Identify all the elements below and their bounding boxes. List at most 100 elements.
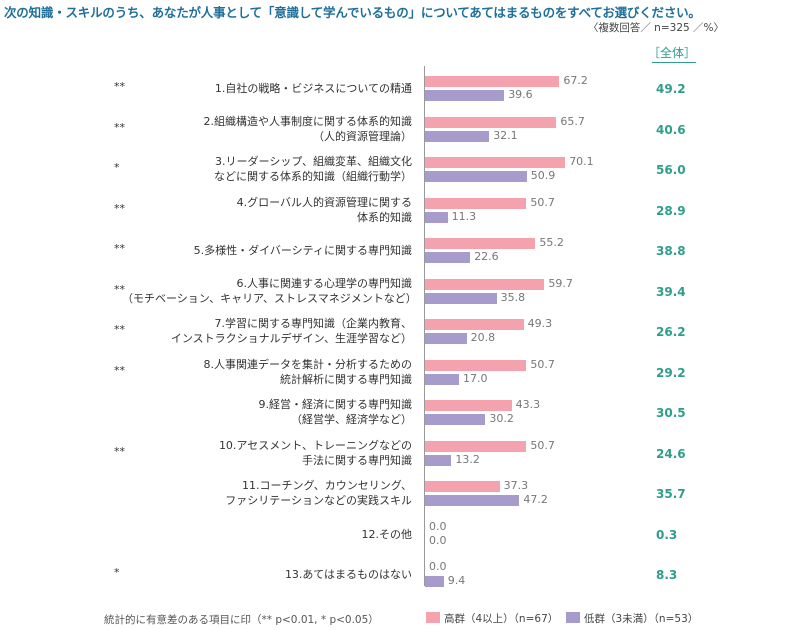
chart-row: ** 10.アセスメント、トレーニングなどの 手法に関する専門知識 50.7 13.2… bbox=[0, 433, 790, 473]
value-label-high: 49.3 bbox=[527, 317, 553, 330]
bar-low-group bbox=[425, 292, 497, 304]
legend-label-low: 低群（3未満）（n=53） bbox=[584, 613, 699, 625]
bar-high-group bbox=[425, 319, 524, 330]
value-label-high: 37.3 bbox=[503, 479, 529, 492]
bar-low-group bbox=[425, 90, 505, 101]
value-label-low: 50.9 bbox=[530, 169, 556, 182]
overall-value: 56.0 bbox=[656, 163, 686, 177]
category-label: 10.アセスメント、トレーニングなどの 手法に関する専門知識 bbox=[218, 438, 412, 467]
chart-row: * 3.リーダーシップ、組織変革、組織文化 などに関する体系的知識（組織行動学） 7… bbox=[0, 149, 790, 189]
bar-high-group bbox=[425, 359, 527, 371]
significance-mark: * bbox=[114, 161, 120, 174]
value-label-high: 0.0 bbox=[429, 560, 447, 573]
overall-value: 29.2 bbox=[656, 365, 686, 380]
category-label: 2.組織構造や人事制度に関する体系的知識 （人的資源管理論） bbox=[203, 114, 413, 143]
value-label-low: 30.2 bbox=[489, 412, 514, 425]
value-label-low: 35.8 bbox=[500, 290, 526, 304]
value-label-high: 43.3 bbox=[515, 398, 541, 411]
category-label: 12.その他 bbox=[361, 527, 413, 541]
value-label-high: 50.7 bbox=[530, 438, 555, 452]
bar-high-group bbox=[425, 76, 560, 87]
response-note: 〈複数回答／ n=325 ／%〉 bbox=[587, 22, 724, 34]
bar-low-group bbox=[425, 414, 486, 425]
bar-high-group bbox=[425, 197, 527, 209]
value-label-low: 47.2 bbox=[523, 493, 548, 506]
legend-swatch-high bbox=[426, 612, 440, 623]
value-label-high: 0.0 bbox=[429, 519, 447, 533]
chart-row: ** 6.人事に関連する心理学の専門知識 （モチベーション、キャリア、ストレスマネ… bbox=[0, 271, 790, 311]
overall-value: 30.5 bbox=[656, 406, 686, 420]
significance-mark: ** bbox=[114, 120, 125, 134]
bar-high-group bbox=[425, 116, 557, 128]
chart-row: ** 4.グローバル人的資源管理に関する 体系的知識 50.7 11.3 28.9 bbox=[0, 190, 790, 230]
bar-high-group bbox=[425, 278, 545, 290]
chart-row: * 13.あてはまるものはない 0.0 9.4 8.3 bbox=[0, 554, 790, 594]
overall-value: 38.8 bbox=[656, 244, 686, 258]
category-label: 3.リーダーシップ、組織変革、組織文化 などに関する体系的知識（組織行動学） bbox=[214, 155, 412, 183]
value-label-low: 20.8 bbox=[470, 331, 496, 344]
category-label: 9.経営・経済に関する専門知識 （経営学、経済学など） bbox=[258, 398, 413, 426]
chart-title: 次の知識・スキルのうち、あなたが人事として「意識して学んでいるもの」についてあて… bbox=[4, 5, 701, 20]
category-label: 6.人事に関連する心理学の専門知識 （モチベーション、キャリア、ストレスマネジメ… bbox=[122, 276, 417, 305]
overall-value: 40.6 bbox=[656, 122, 686, 137]
value-label-low: 32.1 bbox=[493, 128, 518, 142]
bar-low-group bbox=[425, 454, 452, 466]
value-label-high: 50.7 bbox=[530, 357, 555, 371]
category-label: 11.コーチング、カウンセリング、 ファシリテーションなどの実践スキル bbox=[225, 479, 412, 507]
bar-low-group bbox=[425, 495, 520, 506]
overall-value: 49.2 bbox=[656, 82, 686, 96]
value-label-low: 22.6 bbox=[474, 250, 499, 263]
value-label-high: 50.7 bbox=[530, 195, 555, 209]
value-label-low: 17.0 bbox=[463, 371, 488, 385]
value-label-low: 11.3 bbox=[451, 209, 477, 223]
chart-row: ** 7.学習に関する専門知識（企業内教育、 インストラクショナルデザイン、生涯学… bbox=[0, 311, 790, 351]
value-label-high: 70.1 bbox=[569, 155, 594, 168]
bar-low-group bbox=[425, 373, 459, 385]
significance-mark: * bbox=[114, 566, 120, 579]
value-label-low: 39.6 bbox=[508, 88, 533, 101]
legend-label-high: 高群（4以上）（n=67） bbox=[444, 613, 559, 625]
category-label: 7.学習に関する専門知識（企業内教育、 インストラクショナルデザイン、生涯学習な… bbox=[170, 317, 412, 345]
value-axis-line bbox=[424, 66, 425, 586]
chart-row: ** 5.多様性・ダイバーシティに関する専門知識 55.2 22.6 38.8 bbox=[0, 230, 790, 270]
overall-value: 24.6 bbox=[656, 446, 686, 461]
category-label: 4.グローバル人的資源管理に関する 体系的知識 bbox=[236, 195, 412, 224]
chart-row: ** 1.自社の戦略・ビジネスについての精通 67.2 39.6 49.2 bbox=[0, 68, 790, 108]
significance-mark: ** bbox=[114, 323, 125, 336]
chart-row: 11.コーチング、カウンセリング、 ファシリテーションなどの実践スキル 37.3 4… bbox=[0, 473, 790, 513]
value-label-high: 59.7 bbox=[548, 276, 573, 290]
category-label: 8.人事関連データを集計・分析するための 統計解析に関する専門知識 bbox=[203, 357, 413, 386]
value-label-high: 67.2 bbox=[563, 74, 588, 87]
chart-row: ** 8.人事関連データを集計・分析するための 統計解析に関する専門知識 50.7 1… bbox=[0, 352, 790, 392]
category-label: 13.あてはまるものはない bbox=[284, 568, 412, 581]
value-label-high: 65.7 bbox=[560, 114, 585, 128]
significance-mark: ** bbox=[114, 242, 125, 255]
overall-value: 8.3 bbox=[656, 568, 678, 582]
significance-mark: ** bbox=[114, 201, 125, 215]
chart-row: 9.経営・経済に関する専門知識 （経営学、経済学など） 43.3 30.2 30.5 bbox=[0, 392, 790, 432]
significance-mark: ** bbox=[114, 363, 125, 377]
bar-high-group bbox=[425, 157, 566, 168]
significance-mark: ** bbox=[114, 444, 125, 458]
bar-high-group bbox=[425, 481, 500, 492]
legend-item-low: 低群（3未満）（n=53） bbox=[566, 611, 698, 626]
value-label-low: 0.0 bbox=[429, 533, 447, 547]
bar-low-group bbox=[425, 252, 471, 263]
overall-value: 0.3 bbox=[656, 527, 678, 542]
bar-high-group bbox=[425, 238, 536, 249]
category-label: 1.自社の戦略・ビジネスについての精通 bbox=[214, 82, 412, 95]
chart-row: ** 2.組織構造や人事制度に関する体系的知識 （人的資源管理論） 65.7 32.1… bbox=[0, 109, 790, 149]
bar-low-group bbox=[425, 171, 527, 182]
overall-value: 26.2 bbox=[656, 325, 686, 339]
overall-value: 39.4 bbox=[656, 284, 686, 299]
significance-footnote: 統計的に有意差のある項目に印（** p<0.01, * p<0.05） bbox=[104, 614, 379, 626]
value-label-low: 13.2 bbox=[455, 452, 480, 466]
category-label: 5.多様性・ダイバーシティに関する専門知識 bbox=[193, 244, 412, 257]
bar-low-group bbox=[425, 333, 467, 344]
overall-header-underline bbox=[652, 62, 696, 63]
bar-low-group bbox=[425, 211, 448, 223]
value-label-low: 9.4 bbox=[447, 574, 466, 587]
overall-value: 35.7 bbox=[656, 487, 686, 501]
bar-high-group bbox=[425, 440, 527, 452]
bar-low-group bbox=[425, 130, 490, 142]
